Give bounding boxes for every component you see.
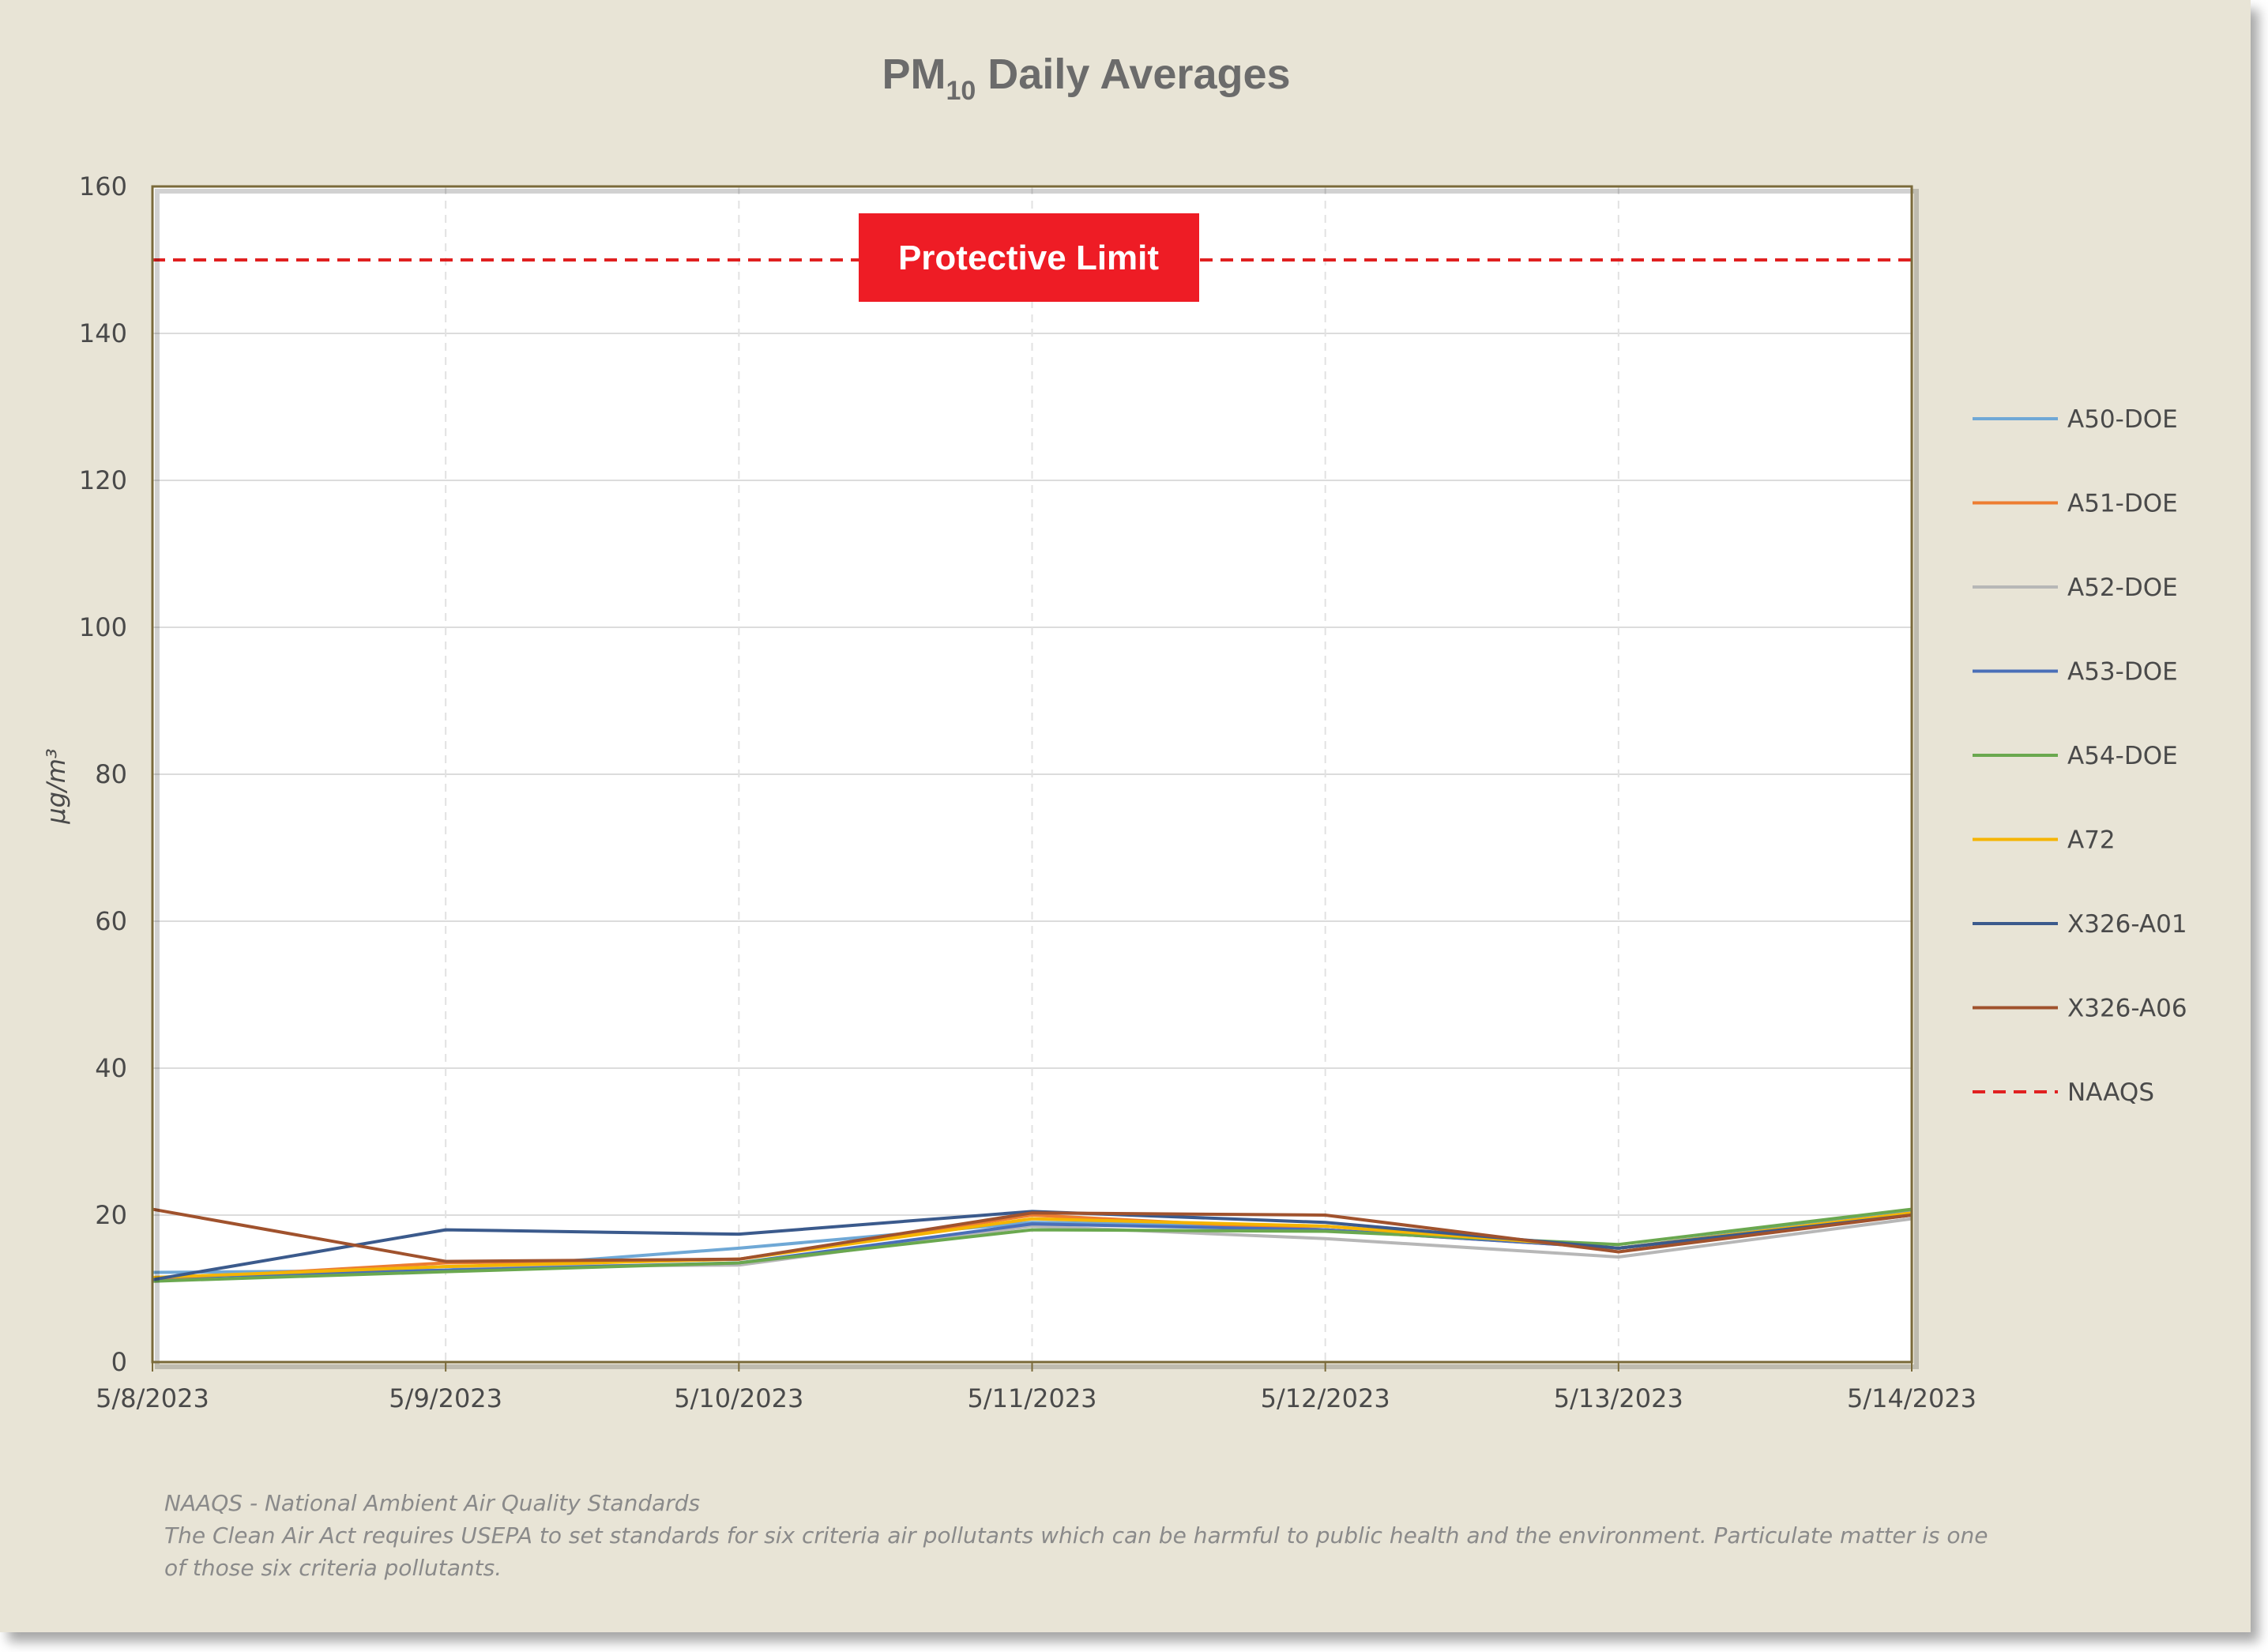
- x-tick-label: 5/11/2023: [967, 1383, 1096, 1413]
- legend-label: A53-DOE: [2067, 658, 2178, 687]
- legend-label: A54-DOE: [2067, 742, 2178, 770]
- legend-label: X326-A06: [2067, 995, 2187, 1023]
- y-tick-label: 100: [79, 612, 127, 642]
- y-tick-label: 140: [79, 318, 127, 348]
- y-tick-label: 0: [111, 1347, 127, 1377]
- footnote-line-2: The Clean Air Act requires USEPA to set …: [164, 1522, 1988, 1549]
- y-axis-label: µg/m³: [41, 748, 71, 824]
- chart-title-main: PM: [882, 51, 946, 98]
- protective-limit-box: [859, 213, 1199, 302]
- footnote-line-1: NAAQS - National Ambient Air Quality Sta…: [164, 1490, 700, 1516]
- chart-title-subscript: 10: [946, 76, 976, 106]
- y-tick-label: 40: [95, 1053, 127, 1083]
- protective-limit-label: Protective Limit: [898, 239, 1159, 277]
- protective-limit-banner: Protective Limit: [859, 213, 1199, 302]
- legend-label: X326-A01: [2067, 910, 2187, 939]
- x-tick-label: 5/12/2023: [1261, 1383, 1390, 1413]
- series-line-a54-doe: [152, 1207, 1913, 1283]
- legend-label: A51-DOE: [2067, 490, 2178, 518]
- y-tick-label: 160: [79, 171, 127, 201]
- y-tick-label: 20: [95, 1200, 127, 1230]
- chart-title-rest: Daily Averages: [976, 51, 1290, 98]
- y-tick-label: 60: [95, 906, 127, 936]
- chart-title: PM10 Daily Averages: [882, 51, 1290, 106]
- x-tick-label: 5/14/2023: [1847, 1383, 1977, 1413]
- plot-border-shadow: [155, 189, 1919, 1369]
- footnote: NAAQS - National Ambient Air Quality Sta…: [164, 1490, 1988, 1581]
- legend-label: NAAQS: [2067, 1078, 2154, 1107]
- legend-label: A72: [2067, 826, 2116, 855]
- x-tick-label: 5/13/2023: [1554, 1383, 1683, 1413]
- x-axis: 5/8/2023 5/9/2023 5/10/2023 5/11/2023 5/12/2…: [96, 1362, 1977, 1413]
- legend-label: A50-DOE: [2067, 405, 2178, 434]
- legend-label: A52-DOE: [2067, 574, 2178, 602]
- series-layer: [152, 1207, 1913, 1283]
- legend: A50-DOE A51-DOE A52-DOE A53-DOE A54-DOE A72 X3…: [1973, 405, 2187, 1107]
- x-tick-label: 5/9/2023: [389, 1383, 502, 1413]
- x-tick-label: 5/10/2023: [674, 1383, 803, 1413]
- series-line-x326-a06: [152, 1207, 1913, 1263]
- y-tick-label: 80: [95, 759, 127, 789]
- y-tick-label: 120: [79, 465, 127, 495]
- x-tick-label: 5/8/2023: [96, 1383, 209, 1413]
- y-axis: 0 20 40 60 80 100 120 140 160: [79, 171, 127, 1377]
- footnote-line-3: of those six criteria pollutants.: [164, 1555, 502, 1581]
- grid-layer: [152, 186, 1912, 1362]
